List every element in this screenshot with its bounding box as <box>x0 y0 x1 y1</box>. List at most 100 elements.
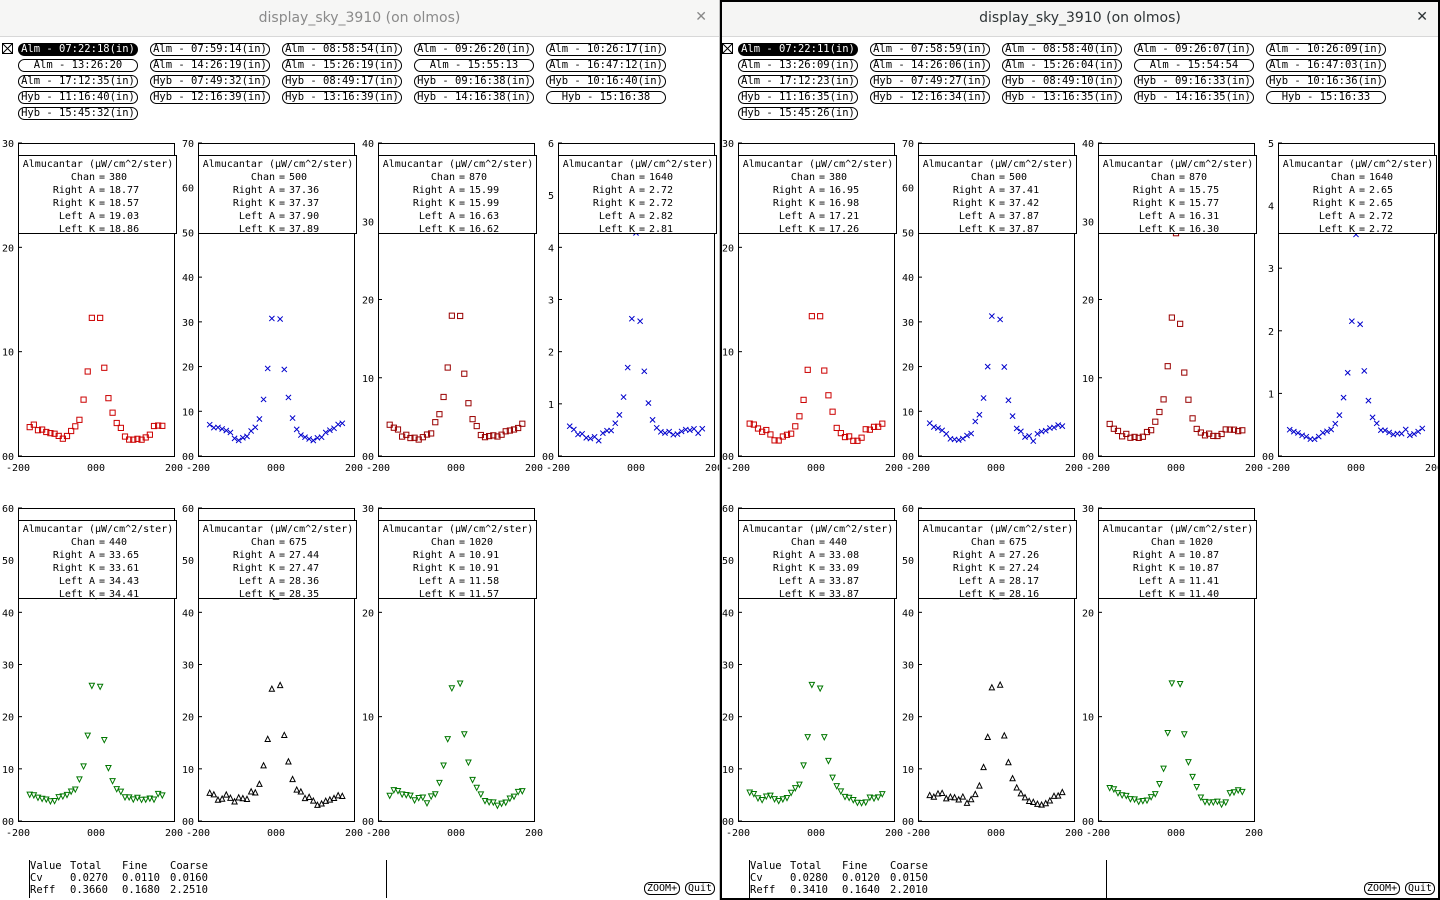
data-point <box>1017 789 1025 797</box>
measurement-button[interactable]: Hyb - 14:16:38(in) <box>414 91 534 104</box>
measurement-button[interactable]: Hyb - 11:16:40(in) <box>18 91 138 104</box>
measurement-button[interactable]: Hyb - 08:49:10(in) <box>1002 75 1122 88</box>
data-point <box>55 794 63 801</box>
measurement-button[interactable]: Hyb - 14:16:35(in) <box>1134 91 1254 104</box>
measurement-button[interactable]: Alm - 07:22:11(in) <box>738 43 858 56</box>
measurement-button[interactable]: Alm - 09:26:20(in) <box>414 43 534 56</box>
data-point <box>215 424 221 431</box>
data-point <box>297 432 304 439</box>
data-point <box>971 790 979 798</box>
measurement-button[interactable]: Hyb - 11:16:35(in) <box>738 91 858 104</box>
data-point <box>1201 798 1209 806</box>
legend-key: Left A <box>779 211 815 222</box>
measurement-button[interactable]: Alm - 17:12:35(in) <box>18 75 138 88</box>
sky-plot-870: 40 30 20 10 00-200 000 200 Almucantar (µW/cm^2/… <box>362 139 543 474</box>
measurement-button[interactable]: Hyb - 12:16:34(in) <box>870 91 990 104</box>
legend-title: Almucantar (µW/cm^2/ster) <box>563 159 714 170</box>
measurement-button[interactable]: Alm - 14:26:19(in) <box>150 59 270 72</box>
measurement-button[interactable]: Alm - 16:47:03(in) <box>1266 59 1386 72</box>
close-icon[interactable]: ✕ <box>1416 9 1428 25</box>
corner-close-icon[interactable] <box>722 39 733 54</box>
measurement-button[interactable]: Alm - 13:26:20 <box>18 59 138 72</box>
plot-frame <box>1278 143 1435 457</box>
stats-row: Cv 0.0280 0.0120 0.0150 <box>750 872 938 884</box>
measurement-button[interactable]: Alm - 08:58:54(in) <box>282 43 402 56</box>
measurement-button[interactable]: Hyb - 15:45:32(in) <box>18 107 138 120</box>
measurement-button[interactable]: Alm - 15:26:04(in) <box>1002 59 1122 72</box>
measurement-button[interactable]: Alm - 07:22:18(in) <box>18 43 138 56</box>
measurement-button[interactable]: Alm - 10:26:17(in) <box>546 43 666 56</box>
legend-value: 16.98 <box>829 198 859 209</box>
data-point <box>1361 367 1368 374</box>
measurement-button[interactable]: Hyb - 15:45:26(in) <box>738 107 858 120</box>
measurement-button[interactable]: Hyb - 13:16:35(in) <box>1002 91 1122 104</box>
data-point <box>1127 796 1134 803</box>
legend-key: Right A <box>593 185 635 196</box>
y-tick-label: 00 <box>722 452 734 463</box>
zoom-button[interactable]: ZOOM+ <box>644 882 680 895</box>
data-point <box>297 787 305 795</box>
window-titlebar[interactable]: display_sky_3910 (on olmos) ✕ <box>0 0 719 37</box>
data-point <box>1238 788 1246 796</box>
measurement-button[interactable]: Alm - 07:59:14(in) <box>150 43 270 56</box>
data-point <box>800 762 807 770</box>
measurement-button[interactable]: Hyb - 10:16:40(in) <box>546 75 666 88</box>
quit-button[interactable]: Quit <box>685 882 715 895</box>
measurement-button[interactable]: Alm - 13:26:09(in) <box>738 59 858 72</box>
y-tick-label: 50 <box>902 556 914 567</box>
data-point <box>1303 433 1310 440</box>
measurement-button[interactable]: Hyb - 09:16:38(in) <box>414 75 534 88</box>
legend-key: Left K <box>1319 224 1355 235</box>
data-point <box>1143 797 1151 805</box>
y-tick-label: 20 <box>2 243 14 254</box>
data-point <box>1110 786 1118 794</box>
data-point <box>988 313 995 320</box>
measurement-button[interactable]: Alm - 08:58:40(in) <box>1002 43 1122 56</box>
legend-value: 1020 <box>1189 537 1213 548</box>
data-point <box>628 315 635 322</box>
data-point <box>951 793 958 801</box>
close-icon[interactable]: ✕ <box>695 9 707 25</box>
data-point <box>666 428 673 435</box>
measurement-button[interactable]: Hyb - 15:16:33 <box>1266 91 1386 104</box>
data-point <box>570 426 577 433</box>
measurement-button[interactable]: Alm - 17:12:23(in) <box>738 75 858 88</box>
measurement-button[interactable]: Alm - 07:58:59(in) <box>870 43 990 56</box>
measurement-button[interactable]: Alm - 14:26:06(in) <box>870 59 990 72</box>
x-tick-label: 000 <box>1167 463 1185 474</box>
measurement-button[interactable]: Hyb - 07:49:27(in) <box>870 75 990 88</box>
measurement-button[interactable]: Alm - 16:47:12(in) <box>546 59 666 72</box>
data-point <box>260 396 267 403</box>
measurement-button[interactable]: Alm - 15:54:54 <box>1134 59 1254 72</box>
y-tick-label: 5 <box>548 191 554 202</box>
legend-equals: = <box>819 563 825 574</box>
data-point <box>1123 430 1130 438</box>
measurement-button[interactable]: Hyb - 09:16:33(in) <box>1134 75 1254 88</box>
measurement-button[interactable]: Hyb - 08:49:17(in) <box>282 75 402 88</box>
measurement-button[interactable]: Hyb - 07:49:32(in) <box>150 75 270 88</box>
legend-equals: = <box>999 589 1005 600</box>
stats-table: Value Total Fine Coarse Cv 0.0280 0.0120 0.0150… <box>750 860 938 896</box>
corner-close-icon[interactable] <box>2 39 13 54</box>
data-point <box>1013 783 1021 791</box>
zoom-button[interactable]: ZOOM+ <box>1364 882 1400 895</box>
measurement-button[interactable]: Hyb - 13:16:39(in) <box>282 91 402 104</box>
legend-key: Chan <box>71 172 95 183</box>
legend-value: 15.77 <box>1189 198 1219 209</box>
measurement-button[interactable]: Hyb - 15:16:38 <box>546 91 666 104</box>
quit-button[interactable]: Quit <box>1405 882 1435 895</box>
measurement-button[interactable]: Alm - 10:26:09(in) <box>1266 43 1386 56</box>
data-point <box>244 433 250 440</box>
legend-equals: = <box>99 537 105 548</box>
legend-title: Almucantar (µW/cm^2/ster) <box>383 159 534 170</box>
measurement-button[interactable]: Alm - 09:26:07(in) <box>1134 43 1254 56</box>
window-titlebar[interactable]: display_sky_3910 (on olmos) ✕ <box>722 2 1438 37</box>
measurement-button[interactable]: Alm - 15:26:19(in) <box>282 59 402 72</box>
measurement-button[interactable]: Hyb - 12:16:39(in) <box>150 91 270 104</box>
measurement-button[interactable]: Alm - 15:55:13 <box>414 59 534 72</box>
legend-key: Right A <box>233 185 275 196</box>
stats-cell: 0.3660 <box>70 884 108 896</box>
measurement-button[interactable]: Hyb - 10:16:36(in) <box>1266 75 1386 88</box>
legend-title: Almucantar (µW/cm^2/ster) <box>383 524 534 535</box>
legend-key: Right K <box>233 198 275 209</box>
